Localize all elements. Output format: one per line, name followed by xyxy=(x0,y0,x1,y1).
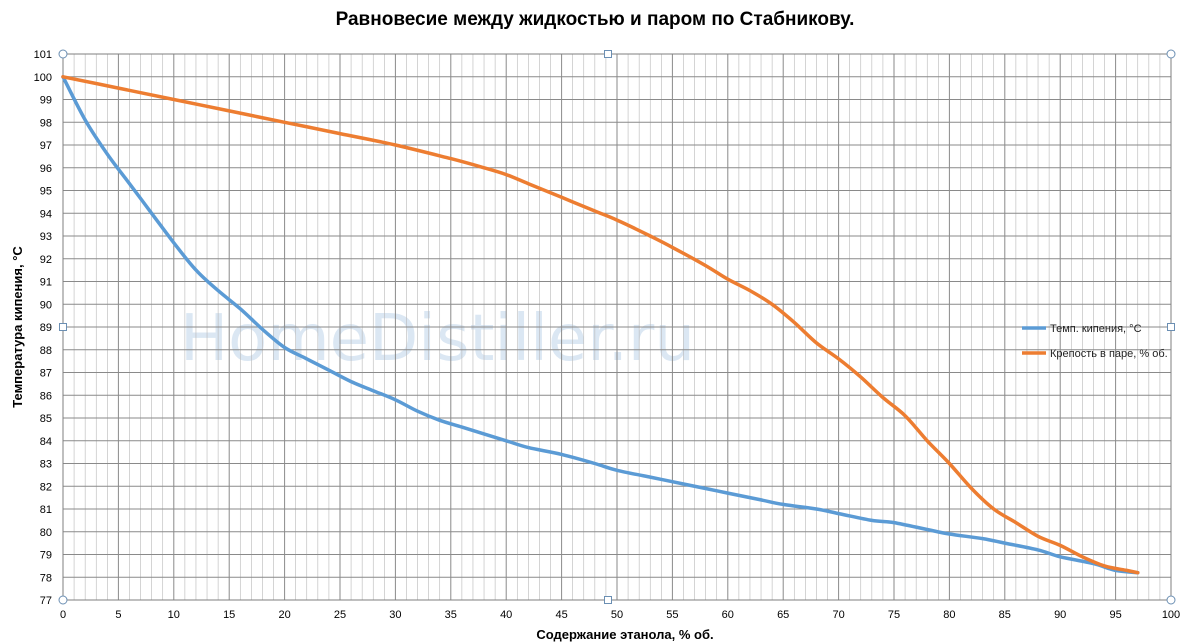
corner-handle[interactable] xyxy=(1166,49,1176,59)
x-tick-label: 80 xyxy=(943,609,955,621)
y-tick-label: 86 xyxy=(40,390,52,402)
side-handle[interactable] xyxy=(59,323,67,331)
y-tick-label: 84 xyxy=(40,436,52,448)
y-axis-label: Температура кипения, °С xyxy=(10,246,25,408)
x-tick-label: 85 xyxy=(999,609,1011,621)
y-tick-label: 101 xyxy=(34,49,52,61)
y-tick-label: 97 xyxy=(40,140,52,152)
y-tick-label: 93 xyxy=(40,231,52,243)
y-tick-label: 90 xyxy=(40,299,52,311)
y-tick-label: 82 xyxy=(40,481,52,493)
y-tick-label: 91 xyxy=(40,277,52,289)
y-tick-label: 89 xyxy=(40,322,52,334)
series-lines xyxy=(61,75,1140,575)
x-tick-label: 0 xyxy=(60,609,66,621)
x-tick-label: 10 xyxy=(168,609,180,621)
x-axis-label: Содержание этанола, % об. xyxy=(536,627,713,642)
side-handle[interactable] xyxy=(1167,323,1175,331)
x-tick-label: 20 xyxy=(278,609,290,621)
y-tick-label: 92 xyxy=(40,254,52,266)
x-tick-label: 55 xyxy=(666,609,678,621)
legend-label-1: Темп. кипения, °С xyxy=(1050,323,1142,335)
y-tick-label: 79 xyxy=(40,550,52,562)
y-tick-label: 100 xyxy=(34,72,52,84)
x-tick-label: 65 xyxy=(777,609,789,621)
y-tick-label: 81 xyxy=(40,504,52,516)
x-tick-label: 90 xyxy=(1054,609,1066,621)
grid xyxy=(62,53,1172,601)
x-tick-label: 100 xyxy=(1162,609,1180,621)
y-tick-label: 95 xyxy=(40,186,52,198)
y-tick-label: 85 xyxy=(40,413,52,425)
x-tick-label: 40 xyxy=(500,609,512,621)
x-tick-label: 70 xyxy=(832,609,844,621)
side-handle[interactable] xyxy=(604,596,612,604)
x-tick-label: 5 xyxy=(115,609,121,621)
y-tick-label: 78 xyxy=(40,572,52,584)
y-tick-label: 80 xyxy=(40,527,52,539)
x-tick-label: 50 xyxy=(611,609,623,621)
corner-handle[interactable] xyxy=(58,49,68,59)
legend: Темп. кипения, °С Крепость в паре, % об. xyxy=(1022,323,1168,360)
series-line-2[interactable] xyxy=(61,75,1140,575)
y-tick-label: 99 xyxy=(40,95,52,107)
x-tick-label: 75 xyxy=(888,609,900,621)
watermark: HomeDistiller.ru xyxy=(180,302,695,376)
tick-labels: 0 5 10 15 20 25 30 35 40 45 50 55 60 65 70 75 80 85 90 95 10… xyxy=(34,49,1181,621)
corner-handle[interactable] xyxy=(1166,595,1176,605)
x-tick-label: 30 xyxy=(389,609,401,621)
y-tick-label: 87 xyxy=(40,368,52,380)
series-line-1[interactable] xyxy=(61,75,1140,575)
chart-title: Равновесие между жидкостью и паром по Ст… xyxy=(336,9,855,30)
y-tick-label: 96 xyxy=(40,163,52,175)
x-tick-label: 95 xyxy=(1109,609,1121,621)
side-handle[interactable] xyxy=(604,50,612,58)
x-tick-label: 25 xyxy=(334,609,346,621)
x-tick-label: 45 xyxy=(555,609,567,621)
selection-handles xyxy=(58,49,1176,605)
x-tick-label: 60 xyxy=(722,609,734,621)
y-tick-label: 98 xyxy=(40,117,52,129)
y-tick-label: 88 xyxy=(40,345,52,357)
y-tick-label: 94 xyxy=(40,208,52,220)
y-tick-label: 83 xyxy=(40,459,52,471)
x-tick-label: 35 xyxy=(445,609,457,621)
x-tick-label: 15 xyxy=(223,609,235,621)
y-tick-label: 77 xyxy=(40,595,52,607)
corner-handle[interactable] xyxy=(58,595,68,605)
legend-label-2: Крепость в паре, % об. xyxy=(1050,348,1168,360)
